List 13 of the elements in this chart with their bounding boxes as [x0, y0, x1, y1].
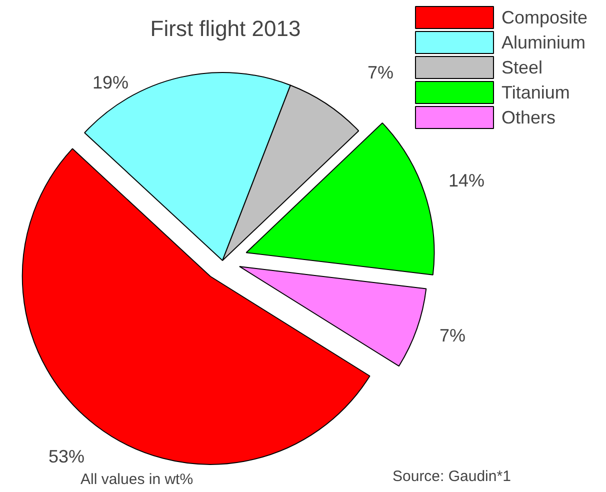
text: All values in wt% [80, 471, 194, 488]
data-label: 7% [367, 62, 394, 82]
data-label: 53% [48, 446, 85, 466]
data-label: 19% [92, 72, 129, 92]
legend-label: Aluminium [502, 32, 586, 52]
legend-label: Steel [502, 58, 543, 78]
legend-label: Others [502, 108, 556, 128]
legend-label: Titanium [502, 82, 570, 102]
data-label: 7% [439, 326, 466, 346]
source-note: Source: Gaudin*1 [392, 468, 511, 485]
text: First flight 2013 [150, 16, 301, 41]
legend-label: Composite [502, 8, 588, 28]
data-label: 14% [448, 170, 485, 190]
